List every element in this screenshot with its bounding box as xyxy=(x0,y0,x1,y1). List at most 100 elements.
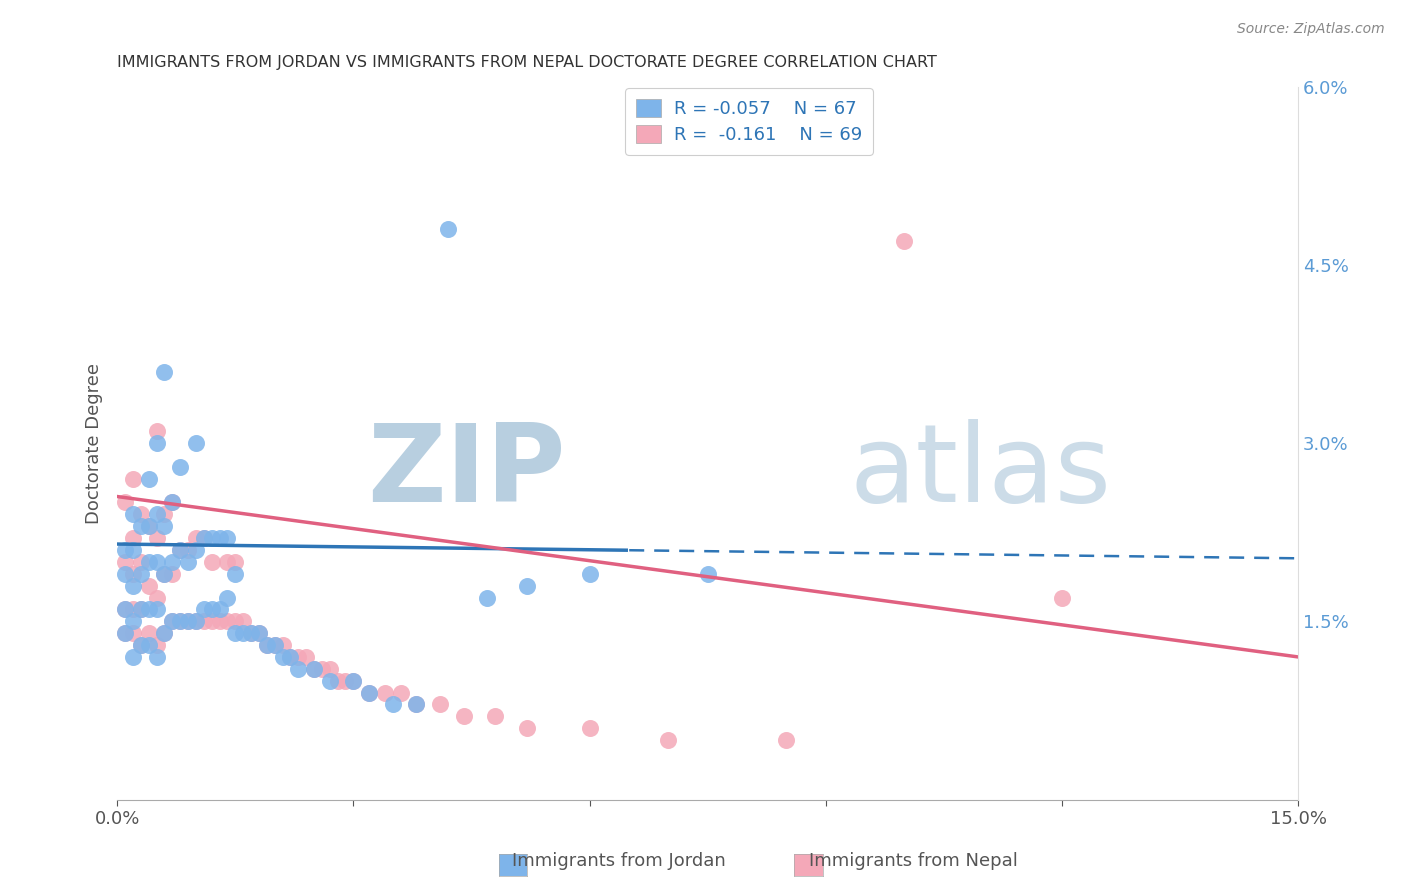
Point xyxy=(302,662,325,676)
Point xyxy=(129,566,152,581)
Point xyxy=(657,733,679,747)
Text: Immigrants from Jordan: Immigrants from Jordan xyxy=(512,852,725,870)
Point xyxy=(162,555,184,569)
Point xyxy=(256,638,278,652)
Point xyxy=(271,649,294,664)
Point xyxy=(453,709,475,723)
Point xyxy=(122,472,145,486)
Point xyxy=(405,698,427,712)
Point xyxy=(437,222,460,236)
Point xyxy=(145,436,167,450)
Point xyxy=(138,472,160,486)
Point xyxy=(224,626,246,640)
Point xyxy=(477,591,499,605)
Point xyxy=(217,531,239,545)
Point xyxy=(893,234,915,248)
Point xyxy=(122,626,145,640)
Point xyxy=(145,638,167,652)
Point xyxy=(193,615,215,629)
Point xyxy=(280,649,302,664)
Point xyxy=(177,543,200,558)
Point xyxy=(145,555,167,569)
Point xyxy=(184,436,207,450)
Point xyxy=(516,721,538,735)
Legend: R = -0.057    N = 67, R =  -0.161    N = 69: R = -0.057 N = 67, R = -0.161 N = 69 xyxy=(626,88,873,155)
Point xyxy=(381,698,404,712)
Point xyxy=(153,566,176,581)
Point xyxy=(129,508,152,522)
Point xyxy=(208,602,231,616)
Point xyxy=(342,673,364,688)
Point xyxy=(263,638,285,652)
Point xyxy=(114,626,136,640)
Point xyxy=(153,519,176,533)
Point xyxy=(114,602,136,616)
Point xyxy=(145,649,167,664)
Point xyxy=(153,508,176,522)
Point xyxy=(429,698,451,712)
Point xyxy=(311,662,333,676)
Point xyxy=(162,566,184,581)
Point xyxy=(326,673,349,688)
Point xyxy=(184,615,207,629)
Point xyxy=(247,626,270,640)
Point xyxy=(516,579,538,593)
Point xyxy=(122,579,145,593)
Point xyxy=(129,555,152,569)
Point xyxy=(240,626,263,640)
Point xyxy=(145,591,167,605)
Point xyxy=(169,543,191,558)
Point xyxy=(153,566,176,581)
Point xyxy=(319,662,342,676)
Point xyxy=(177,555,200,569)
Point xyxy=(162,495,184,509)
Point xyxy=(302,662,325,676)
Point xyxy=(153,626,176,640)
Point xyxy=(145,424,167,438)
Point xyxy=(114,543,136,558)
Point xyxy=(263,638,285,652)
Point xyxy=(184,531,207,545)
Y-axis label: Doctorate Degree: Doctorate Degree xyxy=(86,362,103,524)
Point xyxy=(162,495,184,509)
Point xyxy=(138,626,160,640)
Point xyxy=(184,543,207,558)
Point xyxy=(775,733,797,747)
Point xyxy=(138,602,160,616)
Point xyxy=(138,579,160,593)
Point xyxy=(374,685,396,699)
Point xyxy=(287,662,309,676)
Point xyxy=(201,555,224,569)
Point xyxy=(335,673,357,688)
Point xyxy=(224,566,246,581)
Point xyxy=(217,591,239,605)
Point xyxy=(145,531,167,545)
Point xyxy=(201,602,224,616)
Point xyxy=(359,685,381,699)
Point xyxy=(145,508,167,522)
Point xyxy=(224,615,246,629)
Point xyxy=(122,531,145,545)
Point xyxy=(578,566,600,581)
Point xyxy=(138,638,160,652)
Point xyxy=(193,602,215,616)
Point xyxy=(129,519,152,533)
Point xyxy=(122,566,145,581)
Point xyxy=(177,615,200,629)
Point xyxy=(696,566,718,581)
Point xyxy=(193,531,215,545)
Point xyxy=(122,543,145,558)
Point xyxy=(138,555,160,569)
Point xyxy=(232,615,254,629)
Point xyxy=(114,602,136,616)
Point xyxy=(1050,591,1073,605)
Point xyxy=(271,638,294,652)
Point xyxy=(240,626,263,640)
Point xyxy=(224,555,246,569)
Point xyxy=(405,698,427,712)
Point xyxy=(177,615,200,629)
Text: ZIP: ZIP xyxy=(367,418,567,524)
Point xyxy=(217,615,239,629)
Point xyxy=(114,495,136,509)
Point xyxy=(114,555,136,569)
